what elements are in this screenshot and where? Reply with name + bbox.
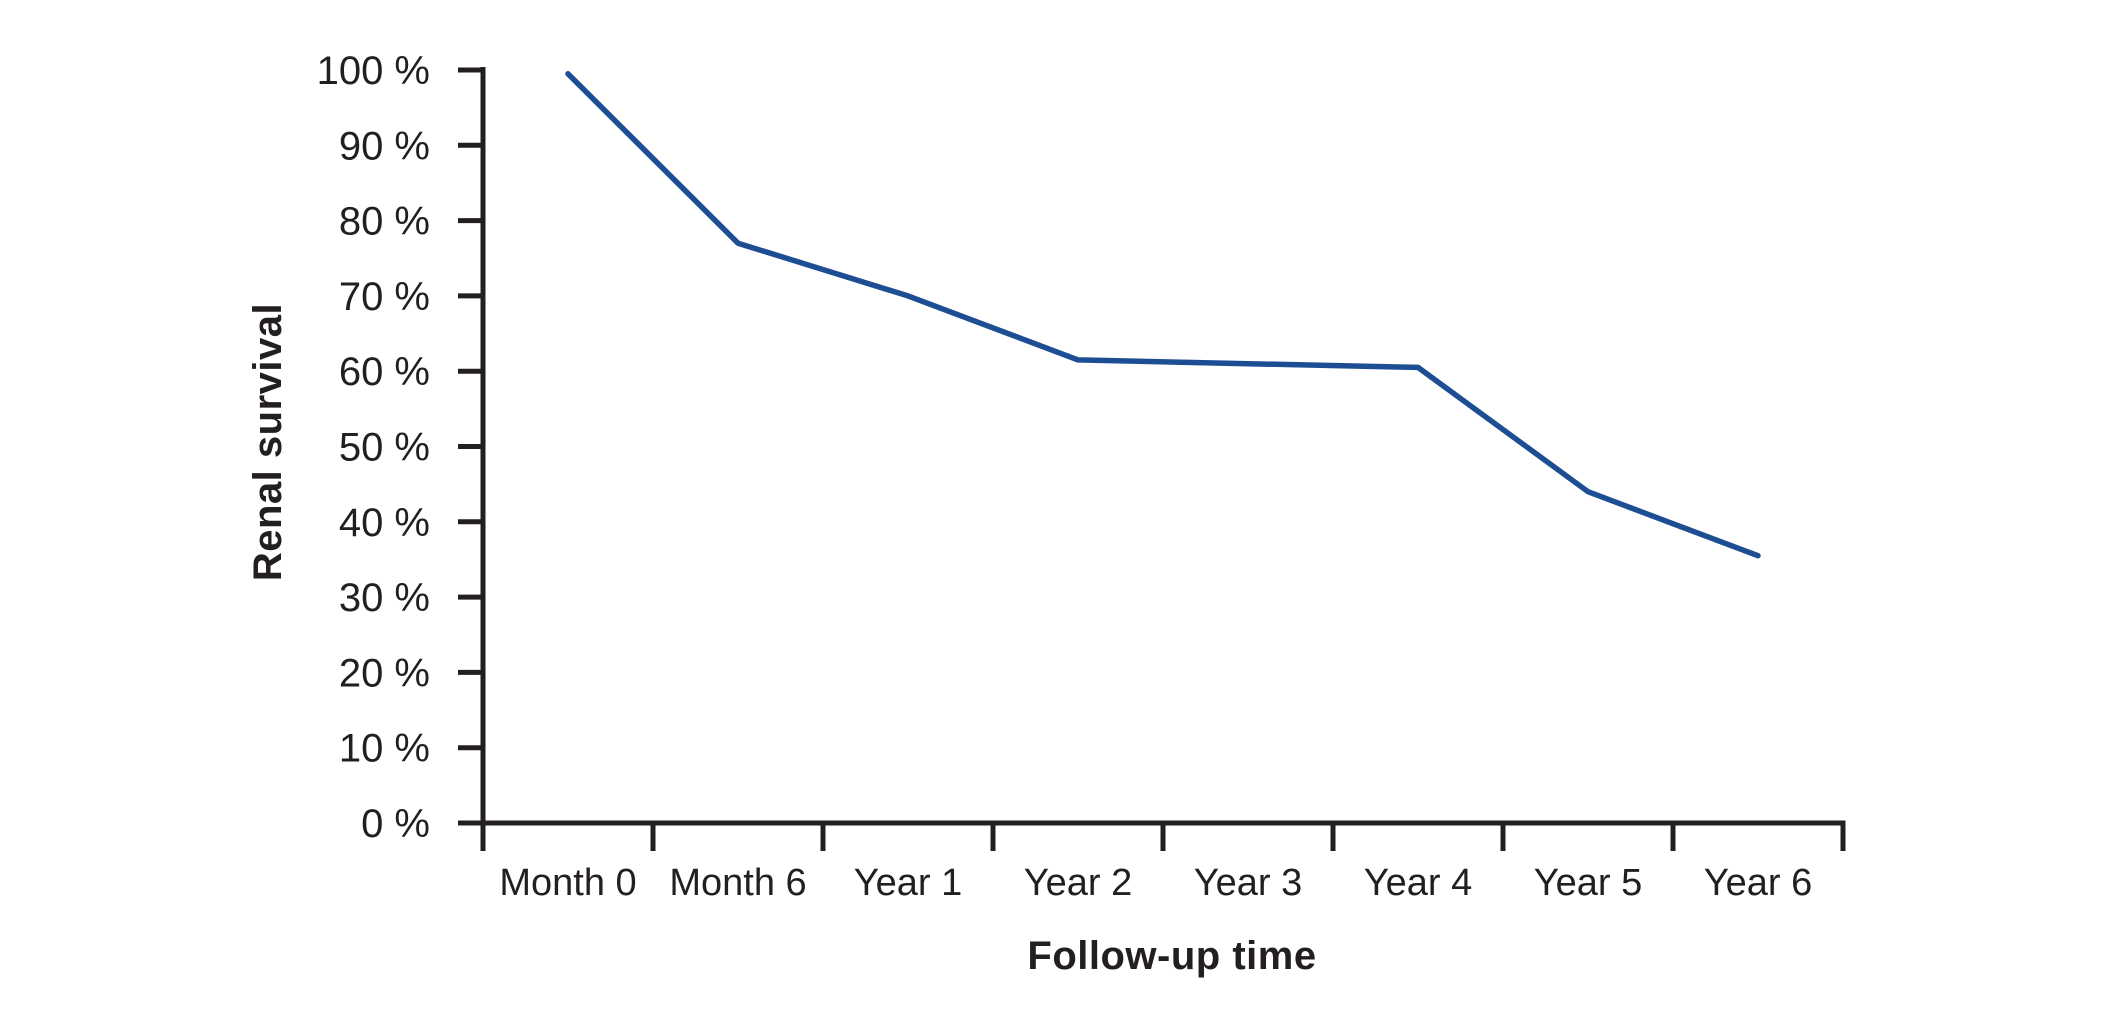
y-tick-label: 20 % <box>339 651 430 695</box>
x-tick-label: Year 3 <box>1194 862 1302 904</box>
y-tick-label: 90 % <box>339 124 430 168</box>
y-tick-label: 10 % <box>339 727 430 771</box>
x-axis-title: Follow-up time <box>1027 934 1317 978</box>
x-tick-label: Year 2 <box>1024 862 1132 904</box>
survival-line <box>565 71 1761 559</box>
x-tick-label: Month 6 <box>669 862 806 904</box>
x-tick-label: Year 5 <box>1534 862 1642 904</box>
y-axis-title: Renal survival <box>246 302 290 582</box>
y-tick-label: 60 % <box>339 350 430 394</box>
y-tick-label: 80 % <box>339 200 430 244</box>
y-tick-label: 100 % <box>317 49 430 93</box>
y-tick-label: 40 % <box>339 501 430 545</box>
y-tick-label: 70 % <box>339 275 430 319</box>
x-tick-label: Month 0 <box>499 862 636 904</box>
y-tick-label: 0 % <box>361 802 430 846</box>
x-tick-label: Year 6 <box>1704 862 1812 904</box>
x-tick-label: Year 4 <box>1364 862 1472 904</box>
x-tick-label: Year 1 <box>854 862 962 904</box>
y-tick-label: 30 % <box>339 576 430 620</box>
y-tick-label: 50 % <box>339 426 430 470</box>
